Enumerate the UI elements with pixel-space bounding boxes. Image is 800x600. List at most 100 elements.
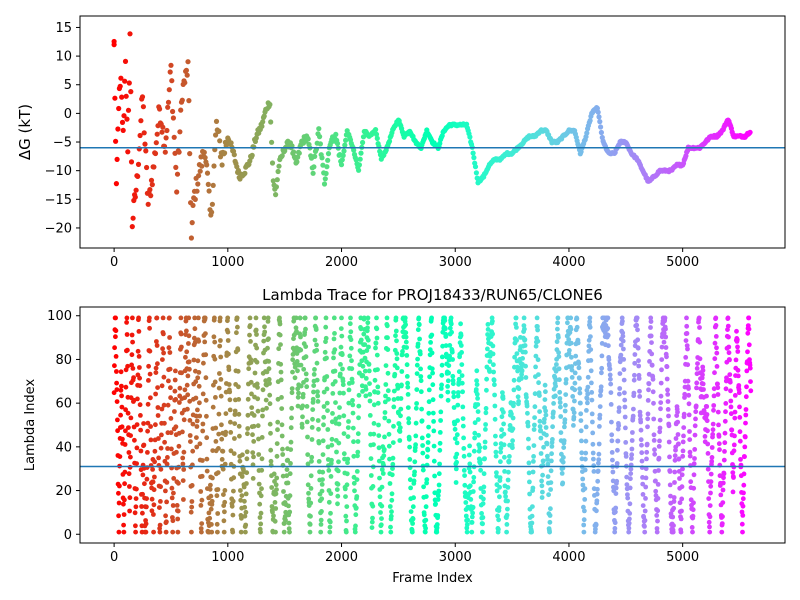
data-point [295, 394, 301, 400]
data-point [154, 131, 160, 137]
data-point [609, 419, 614, 425]
data-point [617, 391, 622, 397]
data-point [607, 372, 613, 378]
data-point [308, 513, 313, 519]
data-point [566, 337, 572, 342]
data-point [152, 474, 157, 480]
data-point [532, 415, 537, 420]
chart-title: Lambda Trace for PROJ18433/RUN65/CLONE6 [262, 286, 603, 304]
data-point [480, 521, 485, 527]
data-point [581, 504, 586, 510]
data-point [477, 460, 483, 466]
data-point [239, 515, 244, 521]
data-point [203, 397, 209, 403]
data-point [377, 494, 383, 500]
data-point [144, 504, 149, 510]
data-point [209, 522, 214, 527]
data-point [467, 483, 473, 489]
data-point [287, 529, 292, 535]
data-point [583, 450, 589, 456]
data-point [442, 326, 448, 332]
data-point [319, 509, 324, 514]
data-point [469, 520, 475, 525]
data-point [123, 407, 128, 413]
data-point [221, 529, 227, 535]
data-point [659, 357, 665, 362]
data-point [196, 383, 202, 389]
data-point [494, 470, 499, 475]
data-point [216, 446, 221, 451]
data-point [386, 396, 391, 402]
data-point [170, 108, 176, 115]
data-point [595, 109, 601, 115]
data-point [538, 435, 544, 441]
data-point [524, 403, 530, 409]
data-point [598, 393, 603, 398]
data-point [689, 525, 695, 530]
data-point [667, 469, 673, 474]
data-point [410, 516, 416, 522]
data-point [202, 155, 208, 161]
data-point [495, 513, 500, 519]
data-point [558, 414, 564, 419]
data-point [583, 438, 589, 444]
data-point [507, 454, 512, 459]
data-point [304, 419, 310, 425]
data-point [116, 500, 122, 506]
data-point [680, 466, 685, 472]
data-point [142, 481, 147, 487]
data-point [258, 510, 264, 516]
data-point [510, 438, 515, 444]
data-point [563, 392, 569, 397]
data-point [159, 406, 165, 412]
data-point [165, 402, 171, 408]
data-point [156, 436, 161, 441]
data-point [590, 441, 596, 447]
data-point [388, 513, 394, 519]
data-point [531, 459, 536, 464]
data-point [491, 369, 496, 375]
data-point [704, 393, 709, 399]
data-point [203, 331, 208, 336]
data-point [326, 499, 332, 505]
data-point [529, 513, 535, 519]
data-point [476, 432, 481, 438]
data-point [175, 529, 181, 535]
data-point [217, 154, 224, 160]
data-point [256, 481, 262, 487]
data-point [227, 389, 233, 395]
data-point [455, 390, 461, 395]
data-point [195, 407, 200, 413]
data-point [294, 359, 300, 364]
data-point [446, 363, 452, 368]
data-point [499, 427, 504, 433]
data-point [161, 350, 167, 356]
data-point [268, 430, 273, 436]
data-point [582, 486, 588, 491]
data-point [510, 445, 515, 451]
data-point [389, 509, 394, 515]
data-point [279, 433, 285, 439]
data-point [636, 376, 642, 381]
data-point [232, 408, 238, 414]
data-point [672, 453, 678, 459]
data-point [717, 447, 722, 453]
data-point [160, 357, 165, 362]
data-point [708, 483, 714, 489]
data-point [531, 443, 537, 448]
data-point [213, 425, 219, 431]
data-point [247, 315, 253, 321]
data-point [145, 420, 151, 426]
data-point [675, 419, 681, 425]
data-point [219, 422, 224, 428]
data-point [149, 508, 155, 514]
data-point [385, 335, 390, 341]
data-point [247, 323, 253, 328]
data-point [510, 415, 516, 421]
data-point [498, 445, 504, 451]
data-point [342, 142, 348, 148]
data-point [625, 492, 630, 497]
data-point [382, 410, 388, 415]
data-point [273, 491, 279, 497]
data-point [677, 500, 683, 506]
